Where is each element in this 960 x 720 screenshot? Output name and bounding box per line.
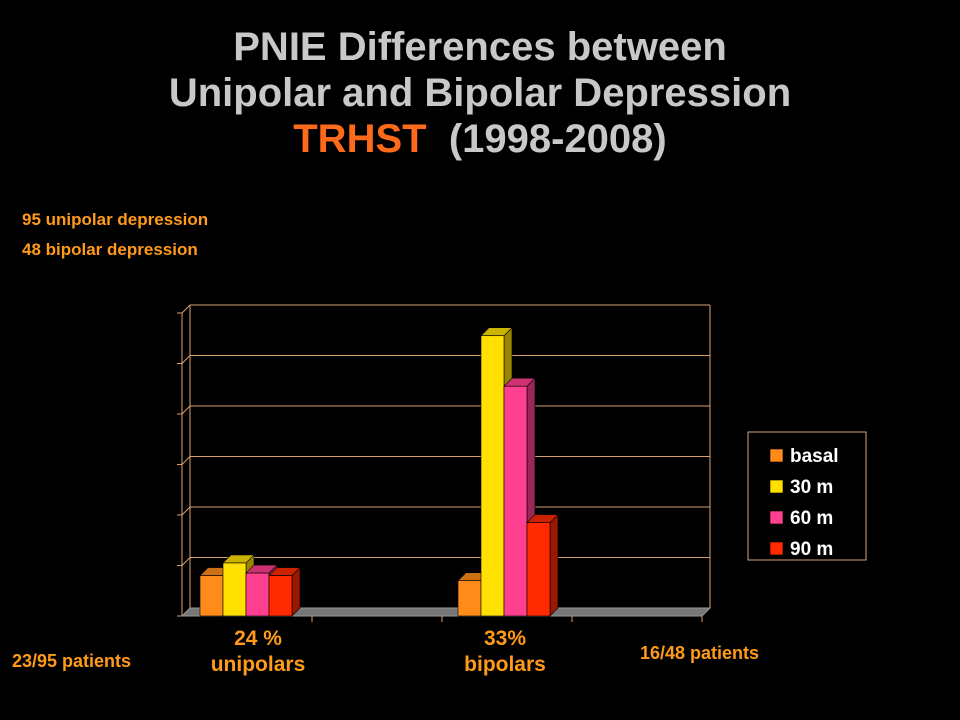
legend-swatch-30m bbox=[769, 479, 784, 494]
gridline-side bbox=[181, 355, 191, 364]
bar-front bbox=[503, 385, 528, 617]
gridline-side bbox=[181, 304, 191, 314]
legend-label-30m: 30 m bbox=[790, 477, 833, 498]
unipolar-patients-note: 23/95 patients bbox=[12, 651, 132, 671]
legend-swatch-60m bbox=[769, 510, 784, 525]
bar-side bbox=[291, 566, 301, 617]
legend-label-basal: basal bbox=[790, 446, 839, 467]
bar-front bbox=[245, 572, 270, 617]
gridline-side bbox=[181, 506, 191, 516]
gridline-side bbox=[181, 456, 191, 465]
title-accent: TRHST bbox=[293, 117, 427, 161]
x-label-bipolars: 33% bipolars bbox=[405, 626, 605, 678]
legend-swatch-90m bbox=[769, 541, 784, 556]
bar-unipolars-90m bbox=[268, 566, 301, 617]
gridline-side bbox=[181, 405, 191, 415]
title-line-1: PNIE Differences between bbox=[233, 25, 727, 69]
bar-side bbox=[549, 513, 559, 617]
bipolar-count-note: 48 bipolar depression bbox=[22, 240, 198, 259]
chart-title: PNIE Differences between Unipolar and Bi… bbox=[0, 24, 960, 162]
x-label-unipolars-percent: 24 % bbox=[234, 627, 282, 650]
legend-swatch-basal bbox=[769, 448, 784, 463]
title-years: (1998-2008) bbox=[448, 117, 667, 161]
unipolar-count-note: 95 unipolar depression bbox=[22, 210, 209, 229]
bar-front bbox=[268, 575, 293, 617]
legend-box bbox=[747, 431, 867, 561]
x-label-unipolars-group: unipolars bbox=[210, 653, 306, 676]
title-line-2: Unipolar and Bipolar Depression bbox=[168, 71, 792, 115]
bar-front bbox=[457, 580, 482, 617]
bar-front bbox=[526, 522, 551, 617]
legend-label-60m: 60 m bbox=[790, 508, 833, 529]
x-label-bipolars-percent: 33% bbox=[483, 627, 527, 650]
bar-bipolars-90m bbox=[526, 513, 559, 617]
bar-front bbox=[199, 575, 224, 617]
bipolar-patients-note: 16/48 patients bbox=[640, 643, 760, 663]
bar-front bbox=[222, 562, 247, 617]
x-label-bipolars-group: bipolars bbox=[464, 653, 546, 676]
legend-label-90m: 90 m bbox=[790, 539, 833, 560]
x-label-unipolars: 24 % unipolars bbox=[158, 626, 358, 678]
bar-front bbox=[480, 335, 505, 617]
title-line-3: TRHST (1998-2008) bbox=[0, 116, 960, 162]
gridline-side bbox=[181, 557, 191, 566]
